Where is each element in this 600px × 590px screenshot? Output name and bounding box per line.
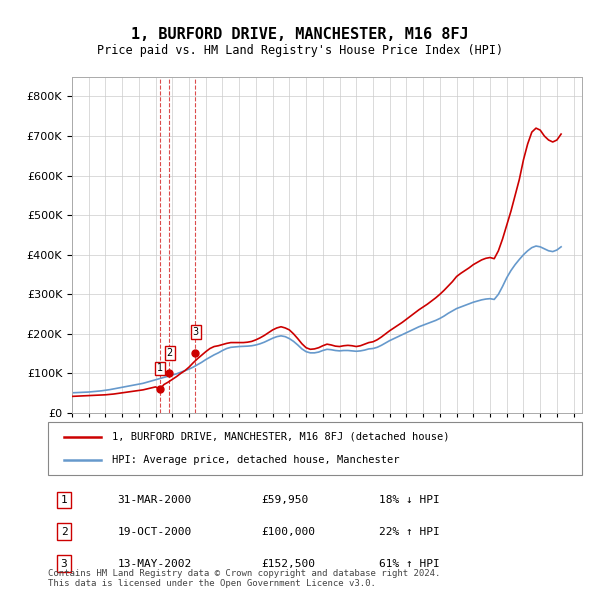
- Text: £100,000: £100,000: [262, 527, 316, 537]
- Text: 1: 1: [61, 495, 67, 505]
- Text: Contains HM Land Registry data © Crown copyright and database right 2024.
This d: Contains HM Land Registry data © Crown c…: [48, 569, 440, 588]
- Text: £152,500: £152,500: [262, 559, 316, 569]
- Text: 18% ↓ HPI: 18% ↓ HPI: [379, 495, 440, 505]
- Text: HPI: Average price, detached house, Manchester: HPI: Average price, detached house, Manc…: [112, 455, 400, 465]
- Text: 3: 3: [61, 559, 67, 569]
- Text: Price paid vs. HM Land Registry's House Price Index (HPI): Price paid vs. HM Land Registry's House …: [97, 44, 503, 57]
- Text: 3: 3: [193, 327, 199, 337]
- Text: £59,950: £59,950: [262, 495, 309, 505]
- Text: 31-MAR-2000: 31-MAR-2000: [118, 495, 191, 505]
- FancyBboxPatch shape: [48, 422, 582, 475]
- Text: 61% ↑ HPI: 61% ↑ HPI: [379, 559, 440, 569]
- Text: 2: 2: [61, 527, 67, 537]
- Text: 13-MAY-2002: 13-MAY-2002: [118, 559, 191, 569]
- Text: 22% ↑ HPI: 22% ↑ HPI: [379, 527, 440, 537]
- Text: 2: 2: [166, 348, 173, 358]
- Text: 1: 1: [157, 363, 163, 373]
- Text: 1, BURFORD DRIVE, MANCHESTER, M16 8FJ: 1, BURFORD DRIVE, MANCHESTER, M16 8FJ: [131, 27, 469, 41]
- Text: 19-OCT-2000: 19-OCT-2000: [118, 527, 191, 537]
- Text: 1, BURFORD DRIVE, MANCHESTER, M16 8FJ (detached house): 1, BURFORD DRIVE, MANCHESTER, M16 8FJ (d…: [112, 432, 449, 442]
